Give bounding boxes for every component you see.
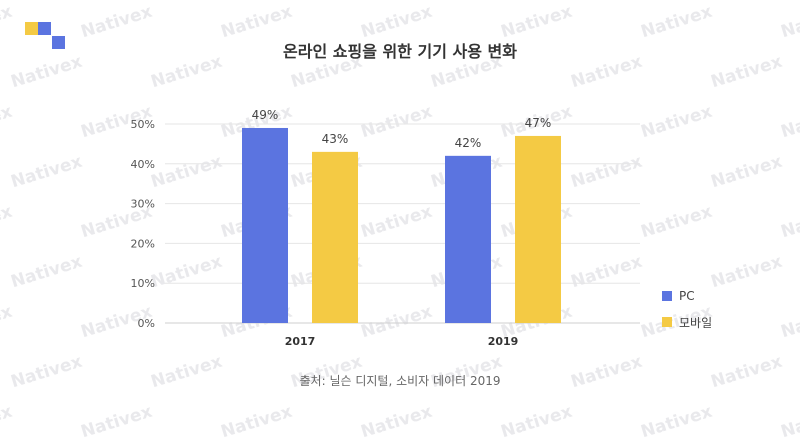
data-label: 49%	[252, 108, 279, 122]
y-tick-label: 0%	[138, 317, 155, 330]
data-label: 42%	[455, 136, 482, 150]
legend-swatch-mobile	[662, 317, 672, 327]
x-tick-label: 2019	[488, 335, 519, 348]
y-tick-label: 30%	[131, 198, 155, 211]
legend-label-pc: PC	[679, 289, 695, 303]
legend-item-mobile: 모바일	[662, 312, 712, 332]
legend-swatch-pc	[662, 291, 672, 301]
x-tick-label: 2017	[285, 335, 316, 348]
data-label: 47%	[525, 116, 552, 130]
brand-logo	[25, 22, 67, 52]
chart-title: 온라인 쇼핑을 위한 기기 사용 변화	[283, 42, 517, 61]
logo-square-yellow	[25, 22, 38, 35]
bar-mobile	[312, 151, 358, 323]
bar-pc	[445, 155, 491, 323]
y-tick-label: 10%	[131, 277, 155, 290]
logo-square-blue-bottom	[52, 36, 65, 49]
chart-legend: PC 모바일	[662, 286, 712, 338]
bar-mobile	[515, 135, 561, 323]
logo-square-blue	[38, 22, 51, 35]
source-caption: 출처: 닐슨 디지털, 소비자 데이터 2019	[299, 374, 501, 388]
y-tick-label: 20%	[131, 237, 155, 250]
legend-item-pc: PC	[662, 286, 712, 306]
bar-pc	[242, 127, 288, 323]
y-tick-label: 40%	[131, 158, 155, 171]
legend-label-mobile: 모바일	[679, 315, 713, 330]
data-label: 43%	[322, 132, 349, 146]
y-tick-label: 50%	[131, 118, 155, 131]
